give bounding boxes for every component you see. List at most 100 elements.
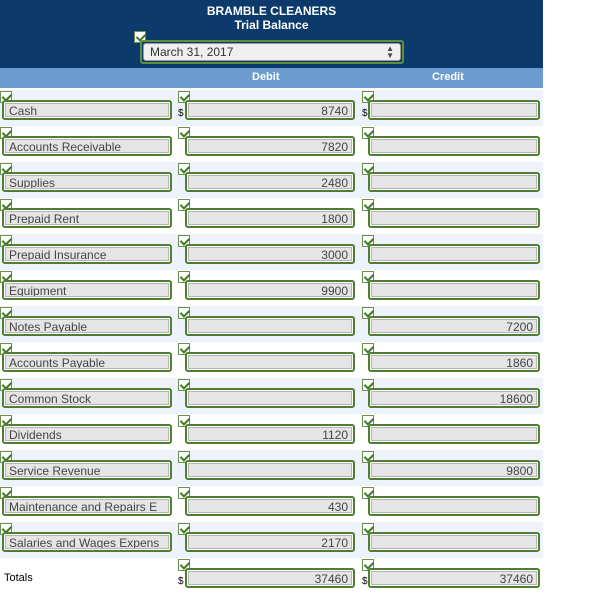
debit-field-value: 1800: [188, 211, 352, 225]
account-field-value: Notes Payable: [5, 319, 169, 333]
debit-field[interactable]: 7820: [185, 136, 355, 156]
date-value: March 31, 2017: [150, 45, 234, 59]
account-field-value: Dividends: [5, 427, 169, 441]
debit-field[interactable]: 8740: [185, 100, 355, 120]
account-field-value: Salaries and Wages Expens: [5, 535, 169, 549]
account-field-value: Common Stock: [5, 391, 169, 405]
credit-field[interactable]: [368, 208, 540, 228]
credit-field[interactable]: 7200: [368, 316, 540, 336]
account-field[interactable]: Maintenance and Repairs E: [2, 496, 172, 516]
credit-field[interactable]: [368, 244, 540, 264]
company-name: BRAMBLE CLEANERS: [206, 4, 337, 18]
table-row: Prepaid Insurance 3000: [0, 234, 543, 270]
table-row: Salaries and Wages Expens 2170: [0, 522, 543, 558]
account-field[interactable]: Common Stock: [2, 388, 172, 408]
total-credit-field[interactable]: 37460: [368, 568, 540, 588]
credit-field-value: [371, 499, 537, 513]
debit-field-value: [188, 319, 352, 333]
account-field-value: Service Revenue: [5, 463, 169, 477]
credit-field[interactable]: [368, 280, 540, 300]
debit-field-value: 9900: [188, 283, 352, 297]
table-row: Accounts Payable 1860: [0, 342, 543, 378]
credit-field[interactable]: 18600: [368, 388, 540, 408]
select-arrows-icon: ▲ ▼: [386, 44, 394, 60]
debit-field-value: 7820: [188, 139, 352, 153]
statement-title: Trial Balance: [234, 18, 309, 32]
credit-field-value: [371, 427, 537, 441]
credit-field-value: [371, 535, 537, 549]
account-field[interactable]: Dividends: [2, 424, 172, 444]
account-field[interactable]: Equipment: [2, 280, 172, 300]
debit-field[interactable]: [185, 352, 355, 372]
credit-field-value: [371, 103, 537, 117]
credit-field[interactable]: [368, 136, 540, 156]
debit-field[interactable]: 2170: [185, 532, 355, 552]
debit-field-value: [188, 463, 352, 477]
credit-field[interactable]: [368, 532, 540, 552]
credit-field-value: 7200: [371, 319, 537, 333]
credit-field[interactable]: 9800: [368, 460, 540, 480]
account-field-value: Supplies: [5, 175, 169, 189]
debit-field-value: 430: [188, 499, 352, 513]
total-debit-field-value: 37460: [188, 571, 352, 585]
debit-field[interactable]: 1800: [185, 208, 355, 228]
debit-field-value: 2170: [188, 535, 352, 549]
table-row: Prepaid Rent 1800: [0, 198, 543, 234]
debit-field[interactable]: 1120: [185, 424, 355, 444]
credit-field-value: 18600: [371, 391, 537, 405]
table-row: Common Stock 18600: [0, 378, 543, 414]
account-field[interactable]: Prepaid Insurance: [2, 244, 172, 264]
credit-header: Credit: [432, 71, 464, 83]
debit-field-value: 1120: [188, 427, 352, 441]
account-field[interactable]: Supplies: [2, 172, 172, 192]
credit-field-value: [371, 211, 537, 225]
date-select[interactable]: March 31, 2017 ▲ ▼: [140, 40, 404, 64]
account-field-value: Equipment: [5, 283, 169, 297]
debit-field-value: 8740: [188, 103, 352, 117]
debit-header: Debit: [252, 71, 280, 83]
total-debit-field[interactable]: 37460: [185, 568, 355, 588]
credit-field-value: [371, 139, 537, 153]
credit-field[interactable]: [368, 172, 540, 192]
table-row: Cash 8740 $ $: [0, 90, 543, 126]
debit-field[interactable]: 3000: [185, 244, 355, 264]
credit-field-value: [371, 175, 537, 189]
account-field[interactable]: Salaries and Wages Expens: [2, 532, 172, 552]
debit-field-value: [188, 391, 352, 405]
debit-field[interactable]: 430: [185, 496, 355, 516]
credit-field[interactable]: [368, 424, 540, 444]
account-field[interactable]: Cash: [2, 100, 172, 120]
account-field-value: Maintenance and Repairs E: [5, 499, 169, 513]
credit-dollar-sign: $: [362, 108, 368, 119]
account-field[interactable]: Service Revenue: [2, 460, 172, 480]
table-row: Dividends 1120: [0, 414, 543, 450]
account-field[interactable]: Notes Payable: [2, 316, 172, 336]
debit-field-value: [188, 355, 352, 369]
debit-field[interactable]: 2480: [185, 172, 355, 192]
credit-field[interactable]: 1860: [368, 352, 540, 372]
debit-field[interactable]: [185, 460, 355, 480]
debit-field[interactable]: [185, 316, 355, 336]
table-row: Maintenance and Repairs E 430: [0, 486, 543, 522]
total-debit-dollar-sign: $: [178, 576, 184, 587]
table-row: Equipment 9900: [0, 270, 543, 306]
account-field[interactable]: Accounts Payable: [2, 352, 172, 372]
debit-field-value: 3000: [188, 247, 352, 261]
account-field-value: Accounts Payable: [5, 355, 169, 369]
debit-field[interactable]: [185, 388, 355, 408]
column-header: Debit Credit: [0, 68, 543, 88]
credit-field[interactable]: [368, 496, 540, 516]
credit-field[interactable]: [368, 100, 540, 120]
account-field-value: Prepaid Rent: [5, 211, 169, 225]
total-credit-dollar-sign: $: [362, 576, 368, 587]
account-field[interactable]: Accounts Receivable: [2, 136, 172, 156]
debit-field[interactable]: 9900: [185, 280, 355, 300]
table-row: Notes Payable 7200: [0, 306, 543, 342]
total-credit-field-value: 37460: [371, 571, 537, 585]
table-row: Accounts Receivable 7820: [0, 126, 543, 162]
totals-label: Totals: [4, 572, 33, 584]
debit-field-value: 2480: [188, 175, 352, 189]
account-field-value: Prepaid Insurance: [5, 247, 169, 261]
account-field[interactable]: Prepaid Rent: [2, 208, 172, 228]
credit-field-value: 9800: [371, 463, 537, 477]
